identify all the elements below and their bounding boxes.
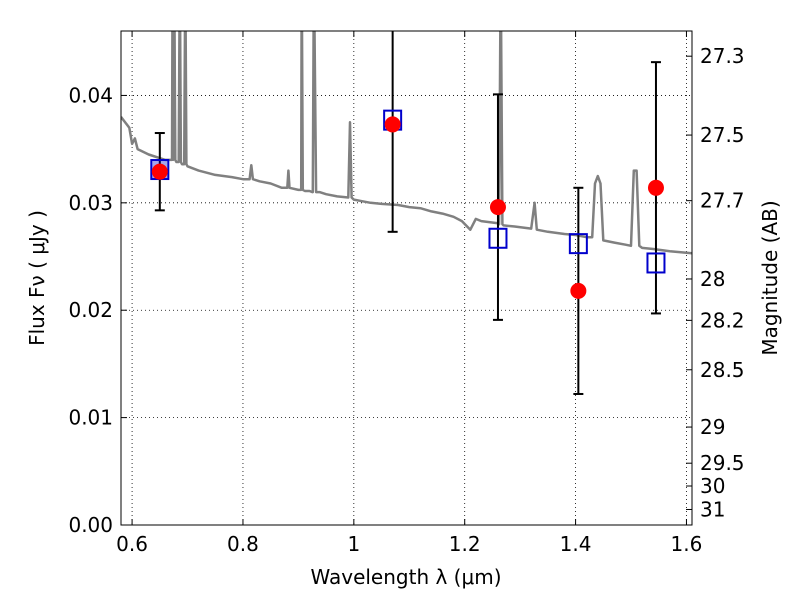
y2-tick-label: 27.7 — [700, 189, 745, 213]
x-tick-label: 1.4 — [560, 532, 592, 556]
y-tick-label: 0.01 — [68, 406, 113, 430]
y2-tick-label: 29 — [700, 415, 725, 439]
model-point — [488, 227, 508, 249]
observed-point — [647, 179, 664, 196]
x-tick-label: 0.8 — [227, 532, 259, 556]
observed-points — [151, 116, 664, 299]
y-tick-label: 0.04 — [68, 83, 113, 107]
observed-point — [489, 199, 506, 216]
observed-point — [151, 163, 168, 180]
x-tick-label: 0.6 — [116, 532, 148, 556]
observed-point — [570, 282, 587, 299]
grid — [121, 31, 692, 525]
x-tick-label: 1 — [347, 532, 360, 556]
y2-tick-label: 28.5 — [700, 358, 745, 382]
y2-tick-label: 30 — [700, 474, 725, 498]
y2-tick-label: 28 — [700, 267, 725, 291]
x-axis-ticks: 0.6 0.8 1 1.2 1.4 1.6 — [116, 31, 702, 556]
x-axis-title: Wavelength λ (μm) — [310, 565, 501, 589]
y-tick-label: 0.02 — [68, 298, 113, 322]
y2-tick-label: 28.2 — [700, 308, 745, 332]
y2-tick-label: 29.5 — [700, 451, 745, 475]
y-axis-ticks: 0.00 0.01 0.02 0.03 0.04 — [68, 83, 127, 537]
y2-tick-label: 27.3 — [700, 44, 745, 68]
spectrum-line — [121, 31, 692, 255]
model-band-points — [150, 109, 666, 274]
x-tick-label: 1.2 — [449, 532, 481, 556]
x-tick-label: 1.6 — [671, 532, 703, 556]
observed-point — [384, 116, 401, 133]
error-bars — [154, 31, 661, 395]
y2-axis-title: Magnitude (AB) — [758, 200, 782, 355]
model-spectrum — [121, 31, 692, 255]
y-tick-label: 0.00 — [68, 513, 113, 537]
y-axis-title: Flux Fν ( μJy ) — [25, 210, 49, 346]
plot-frame — [120, 30, 693, 526]
y2-tick-label: 27.5 — [700, 123, 745, 147]
y2-tick-label: 31 — [700, 497, 725, 521]
model-point — [646, 252, 666, 274]
y-tick-label: 0.03 — [68, 191, 113, 215]
model-point — [568, 233, 588, 255]
